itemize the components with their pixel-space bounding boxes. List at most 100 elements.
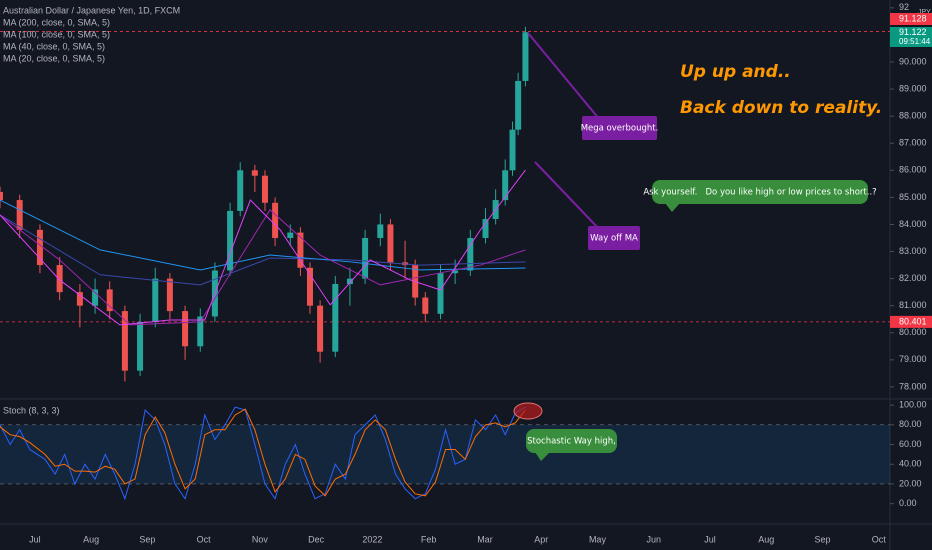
- candle-body: [387, 224, 394, 263]
- highlight: [513, 402, 543, 420]
- legend-entry: MA (40, close, 0, SMA, 5): [3, 41, 105, 51]
- candle-body: [452, 270, 459, 274]
- candle-body: [362, 237, 369, 279]
- last-price-badge: [890, 27, 932, 47]
- y-tick-label: 87.000: [899, 138, 927, 148]
- last-price-time: 09:51:44: [899, 37, 931, 46]
- x-tick-label: Feb: [421, 534, 437, 544]
- stoch-title: Stoch (8, 3, 3): [3, 405, 60, 415]
- price-badge-label: 80.401: [899, 316, 927, 326]
- stoch-line: [0, 406, 526, 501]
- candle-body: [515, 80, 522, 130]
- callout-text: Way off MA: [590, 234, 638, 244]
- bubble: [526, 429, 617, 453]
- price-badge-label: 91.128: [899, 13, 927, 23]
- moving-average: [0, 209, 526, 326]
- candle-body: [76, 292, 83, 306]
- bubble-tail: [535, 452, 550, 461]
- x-tick-label: Jun: [646, 534, 661, 544]
- bubble-tail: [665, 203, 680, 212]
- x-tick-label: Jul: [704, 534, 716, 544]
- y-tick-label: 60.00: [899, 439, 922, 449]
- y-tick-label: 100.00: [899, 399, 927, 409]
- moving-average: [0, 169, 526, 326]
- y-tick-label: 80.000: [899, 327, 927, 337]
- x-tick-label: Aug: [758, 534, 774, 544]
- candle-body: [251, 170, 258, 176]
- x-tick-label: Mar: [477, 534, 493, 544]
- stoch-line: [0, 408, 526, 497]
- y-tick-label: 78.000: [899, 381, 927, 391]
- y-tick-label: 92: [899, 2, 909, 12]
- candle-body: [106, 289, 113, 312]
- x-tick-label: 2022: [362, 534, 382, 544]
- candle-body: [332, 284, 339, 352]
- candle-body: [237, 170, 244, 211]
- headline: Up up and..: [680, 62, 791, 82]
- candle-body: [467, 237, 474, 271]
- candle-body: [197, 316, 204, 347]
- x-tick-label: Apr: [534, 534, 548, 544]
- candle-body: [16, 200, 23, 230]
- y-tick-label: 84.000: [899, 219, 927, 229]
- y-tick-label: 80.00: [899, 419, 922, 429]
- candle-body: [92, 289, 99, 306]
- candle-body: [121, 311, 128, 371]
- bubble: [652, 180, 868, 204]
- y-tick-label: 20.00: [899, 478, 922, 488]
- chart-title: Australian Dollar / Japanese Yen, 1D, FX…: [3, 5, 180, 15]
- callout-text: Mega overbought.: [581, 124, 659, 134]
- x-tick-label: Jul: [29, 534, 41, 544]
- y-tick-label: 86.000: [899, 165, 927, 175]
- headline: Back down to reality.: [680, 98, 882, 118]
- currency-label: JPY: [918, 9, 931, 16]
- legend-entry: MA (200, close, 0, SMA, 5): [3, 17, 110, 27]
- candle-body: [272, 202, 279, 238]
- candle-body: [317, 305, 324, 352]
- x-tick-label: Sep: [814, 534, 830, 544]
- moving-average: [0, 214, 526, 286]
- y-tick-label: 79.000: [899, 354, 927, 364]
- candle-body: [137, 321, 144, 371]
- candle-body: [306, 267, 313, 306]
- x-tick-label: Dec: [308, 534, 325, 544]
- y-tick-label: 81.000: [899, 300, 927, 310]
- candle-body: [152, 278, 159, 322]
- candle-body: [482, 219, 489, 238]
- last-price-label: 91.122: [899, 27, 927, 37]
- y-tick-label: 85.000: [899, 192, 927, 202]
- bubble-text: Ask yourself. Do you like high or low pr…: [643, 188, 876, 198]
- candle-body: [437, 273, 444, 314]
- x-tick-label: Sep: [139, 534, 155, 544]
- x-tick-label: May: [589, 534, 607, 544]
- legend-entry: MA (100, close, 0, SMA, 5): [3, 29, 110, 39]
- callout-pointer: [527, 32, 601, 121]
- x-tick-label: Aug: [83, 534, 99, 544]
- x-tick-label: Nov: [252, 534, 269, 544]
- candle-body: [502, 170, 509, 201]
- candle-body: [522, 32, 529, 81]
- candle-body: [166, 278, 173, 312]
- candle-body: [422, 297, 429, 314]
- y-tick-label: 89.000: [899, 83, 927, 93]
- y-tick-label: 90.000: [899, 56, 927, 66]
- candle-body: [346, 278, 353, 285]
- y-tick-label: 82.000: [899, 273, 927, 283]
- candle-body: [509, 129, 516, 171]
- legend-entry: MA (20, close, 0, SMA, 5): [3, 53, 105, 63]
- callout: [588, 226, 640, 250]
- x-tick-label: Oct: [197, 534, 212, 544]
- stoch-band: [0, 424, 890, 484]
- y-tick-label: 0.00: [899, 498, 917, 508]
- candle-body: [297, 232, 304, 268]
- candle-body: [36, 229, 43, 266]
- moving-average: [0, 199, 526, 271]
- candle-body: [377, 224, 384, 238]
- candle-body: [227, 210, 234, 271]
- y-tick-label: 83.000: [899, 246, 927, 256]
- price-badge: [890, 13, 932, 25]
- y-tick-label: 88.000: [899, 111, 927, 121]
- x-tick-label: Oct: [872, 534, 887, 544]
- candle-body: [287, 232, 294, 238]
